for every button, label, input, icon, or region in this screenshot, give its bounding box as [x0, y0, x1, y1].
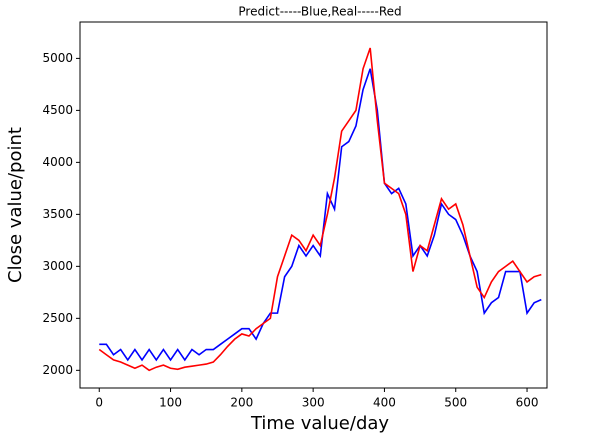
y-tick-label: 5000 [42, 51, 73, 65]
y-axis-label: Close value/point [5, 127, 26, 283]
x-tick-label: 100 [159, 396, 182, 410]
y-tick-label: 2500 [42, 311, 73, 325]
y-tick-label: 3500 [42, 207, 73, 221]
y-tick-label: 4000 [42, 155, 73, 169]
y-tick-label: 3000 [42, 259, 73, 273]
x-tick-label: 200 [230, 396, 253, 410]
x-tick-label: 0 [95, 396, 103, 410]
y-tick-label: 2000 [42, 363, 73, 377]
series-line [98, 47, 542, 372]
series-line [99, 68, 542, 362]
x-axis-label: Time value/day [250, 413, 389, 434]
chart-title: Predict-----Blue,Real-----Red [238, 5, 401, 19]
x-tick-label: 600 [516, 396, 539, 410]
x-tick-label: 500 [444, 396, 467, 410]
y-tick-label: 4500 [42, 103, 73, 117]
x-tick-label: 300 [302, 396, 325, 410]
x-tick-label: 400 [373, 396, 396, 410]
plot-frame [79, 21, 548, 389]
